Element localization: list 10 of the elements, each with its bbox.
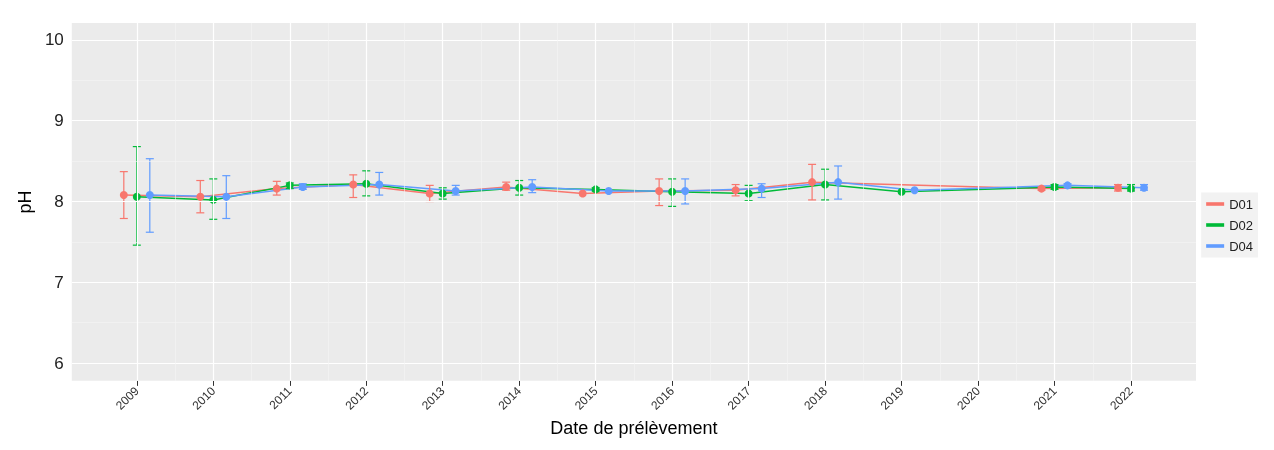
legend-label: D02 — [1229, 217, 1254, 233]
y-axis-title: pH — [15, 190, 35, 214]
x-axis-title: Date de prélèvement — [550, 418, 718, 438]
legend-label: D04 — [1229, 238, 1254, 254]
y-tick-label: 10 — [44, 30, 64, 50]
y-tick-label: 6 — [54, 353, 64, 373]
y-tick-label: 8 — [54, 192, 64, 212]
y-tick-label: 9 — [54, 111, 64, 131]
legend-label: D01 — [1229, 196, 1254, 212]
y-tick-label: 7 — [54, 272, 64, 292]
